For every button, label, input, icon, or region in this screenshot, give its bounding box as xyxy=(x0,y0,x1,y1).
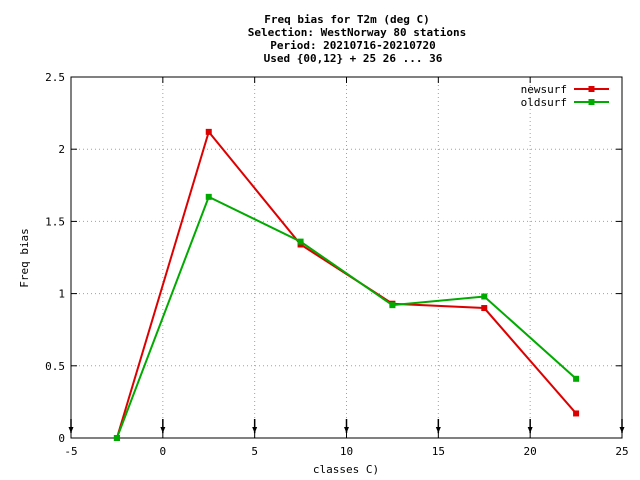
title-line-4: Used {00,12} + 25 26 ... 36 xyxy=(264,52,443,65)
series-point-newsurf xyxy=(573,410,580,417)
x-tick-label: 5 xyxy=(251,445,258,458)
data-series xyxy=(113,128,580,441)
x-tick-label: 20 xyxy=(524,445,537,458)
y-tick-label: 2.5 xyxy=(45,71,65,84)
series-point-oldsurf xyxy=(389,302,396,309)
bin-marker-head xyxy=(619,427,625,433)
y-axis-label: Freq bias xyxy=(18,228,31,288)
legend-marker-newsurf xyxy=(588,86,595,92)
series-point-oldsurf xyxy=(481,293,488,300)
bin-marker-head xyxy=(160,427,166,433)
bin-markers xyxy=(68,419,625,433)
series-line-oldsurf xyxy=(115,195,577,439)
bin-marker-head xyxy=(344,427,349,433)
series-point-oldsurf xyxy=(297,238,304,245)
x-tick-label: 15 xyxy=(432,445,445,458)
x-axis-label: classes C) xyxy=(313,463,379,476)
series-point-newsurf xyxy=(481,305,488,312)
x-tick-label: 0 xyxy=(160,445,167,458)
legend-label-newsurf: newsurf xyxy=(521,83,567,96)
title-line-3: Period: 20210716-20210720 xyxy=(270,39,436,52)
series-point-oldsurf xyxy=(205,193,212,200)
bin-marker-head xyxy=(252,427,258,433)
bin-marker-head xyxy=(527,427,533,433)
y-tick-label: 0 xyxy=(58,432,65,445)
y-tick-label: 1.5 xyxy=(45,215,65,228)
title-line-2: Selection: WestNorway 80 stations xyxy=(248,26,467,39)
x-tick-label: 10 xyxy=(340,445,353,458)
y-tick-label: 1 xyxy=(58,288,65,301)
series-point-oldsurf xyxy=(573,375,580,382)
title-line-1: Freq bias for T2m (deg C) xyxy=(264,13,430,26)
series-point-oldsurf xyxy=(113,435,120,441)
legend-marker-oldsurf xyxy=(588,99,595,105)
legend-label-oldsurf: oldsurf xyxy=(521,96,567,109)
chart-title: Freq bias for T2m (deg C) Selection: Wes… xyxy=(248,13,467,65)
y-tick-label: 2 xyxy=(58,143,65,156)
bin-marker-head xyxy=(435,427,441,433)
bin-marker-head xyxy=(68,427,74,433)
grid-lines xyxy=(71,77,622,438)
x-tick-label: 25 xyxy=(615,445,628,458)
series-point-newsurf xyxy=(205,128,212,135)
x-tick-label: -5 xyxy=(64,445,77,458)
y-tick-label: 0.5 xyxy=(45,360,65,373)
